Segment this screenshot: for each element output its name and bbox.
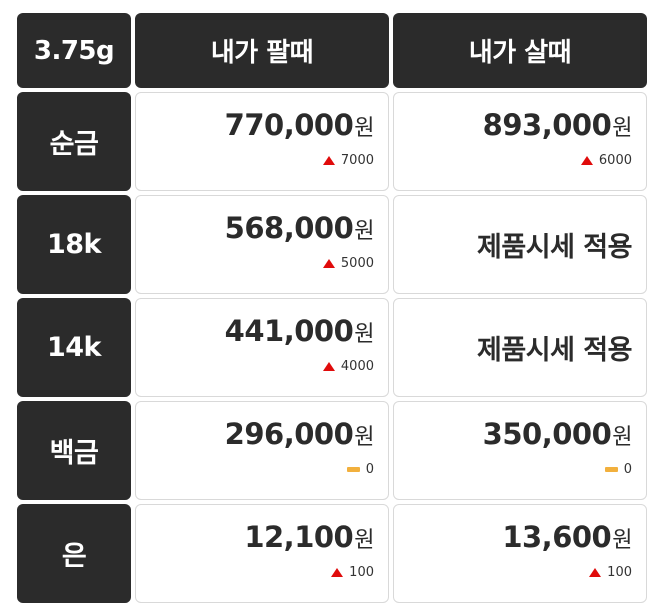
buy-price: 13,600원 xyxy=(502,520,632,554)
row-label-pure-gold: 순금 xyxy=(17,92,131,191)
sell-price-cell: 568,000원 5000 xyxy=(135,195,389,294)
flat-dash-icon xyxy=(604,467,618,472)
row-label-platinum: 백금 xyxy=(17,401,131,500)
header-buy: 내가 살때 xyxy=(393,13,647,88)
buy-price: 350,000원 xyxy=(482,417,633,451)
sell-price-cell: 296,000원 0 xyxy=(135,401,389,500)
buy-note-cell: 제품시세 적용 xyxy=(393,195,647,294)
up-arrow-icon xyxy=(589,568,602,577)
buy-change: 100 xyxy=(408,565,632,580)
header-weight: 3.75g xyxy=(17,13,131,88)
buy-price: 893,000원 xyxy=(482,108,633,142)
up-arrow-icon xyxy=(322,362,335,371)
buy-note-cell: 제품시세 적용 xyxy=(393,298,647,397)
sell-price-cell: 770,000원 7000 xyxy=(135,92,389,191)
sell-price: 296,000원 xyxy=(224,417,375,451)
sell-price-cell: 12,100원 100 xyxy=(135,504,389,603)
sell-change: 5000 xyxy=(150,256,374,271)
row-label-14k: 14k xyxy=(17,298,131,397)
buy-price-cell: 13,600원 100 xyxy=(393,504,647,603)
buy-change: 6000 xyxy=(408,153,632,168)
sell-change: 100 xyxy=(150,565,374,580)
sell-price-cell: 441,000원 4000 xyxy=(135,298,389,397)
up-arrow-icon xyxy=(580,156,593,165)
sell-price: 568,000원 xyxy=(224,211,375,245)
sell-change: 4000 xyxy=(150,359,374,374)
buy-price-cell: 350,000원 0 xyxy=(393,401,647,500)
up-arrow-icon xyxy=(331,568,344,577)
flat-dash-icon xyxy=(346,467,360,472)
buy-note: 제품시세 적용 xyxy=(477,335,632,366)
buy-change: 0 xyxy=(408,462,632,477)
sell-price: 12,100원 xyxy=(244,520,374,554)
sell-change: 0 xyxy=(150,462,374,477)
sell-price: 770,000원 xyxy=(224,108,375,142)
header-sell: 내가 팔때 xyxy=(135,13,389,88)
up-arrow-icon xyxy=(322,156,335,165)
sell-change: 7000 xyxy=(150,153,374,168)
sell-price: 441,000원 xyxy=(224,314,375,348)
row-label-18k: 18k xyxy=(17,195,131,294)
row-label-silver: 은 xyxy=(17,504,131,603)
buy-note: 제품시세 적용 xyxy=(477,232,632,263)
up-arrow-icon xyxy=(322,259,335,268)
buy-price-cell: 893,000원 6000 xyxy=(393,92,647,191)
